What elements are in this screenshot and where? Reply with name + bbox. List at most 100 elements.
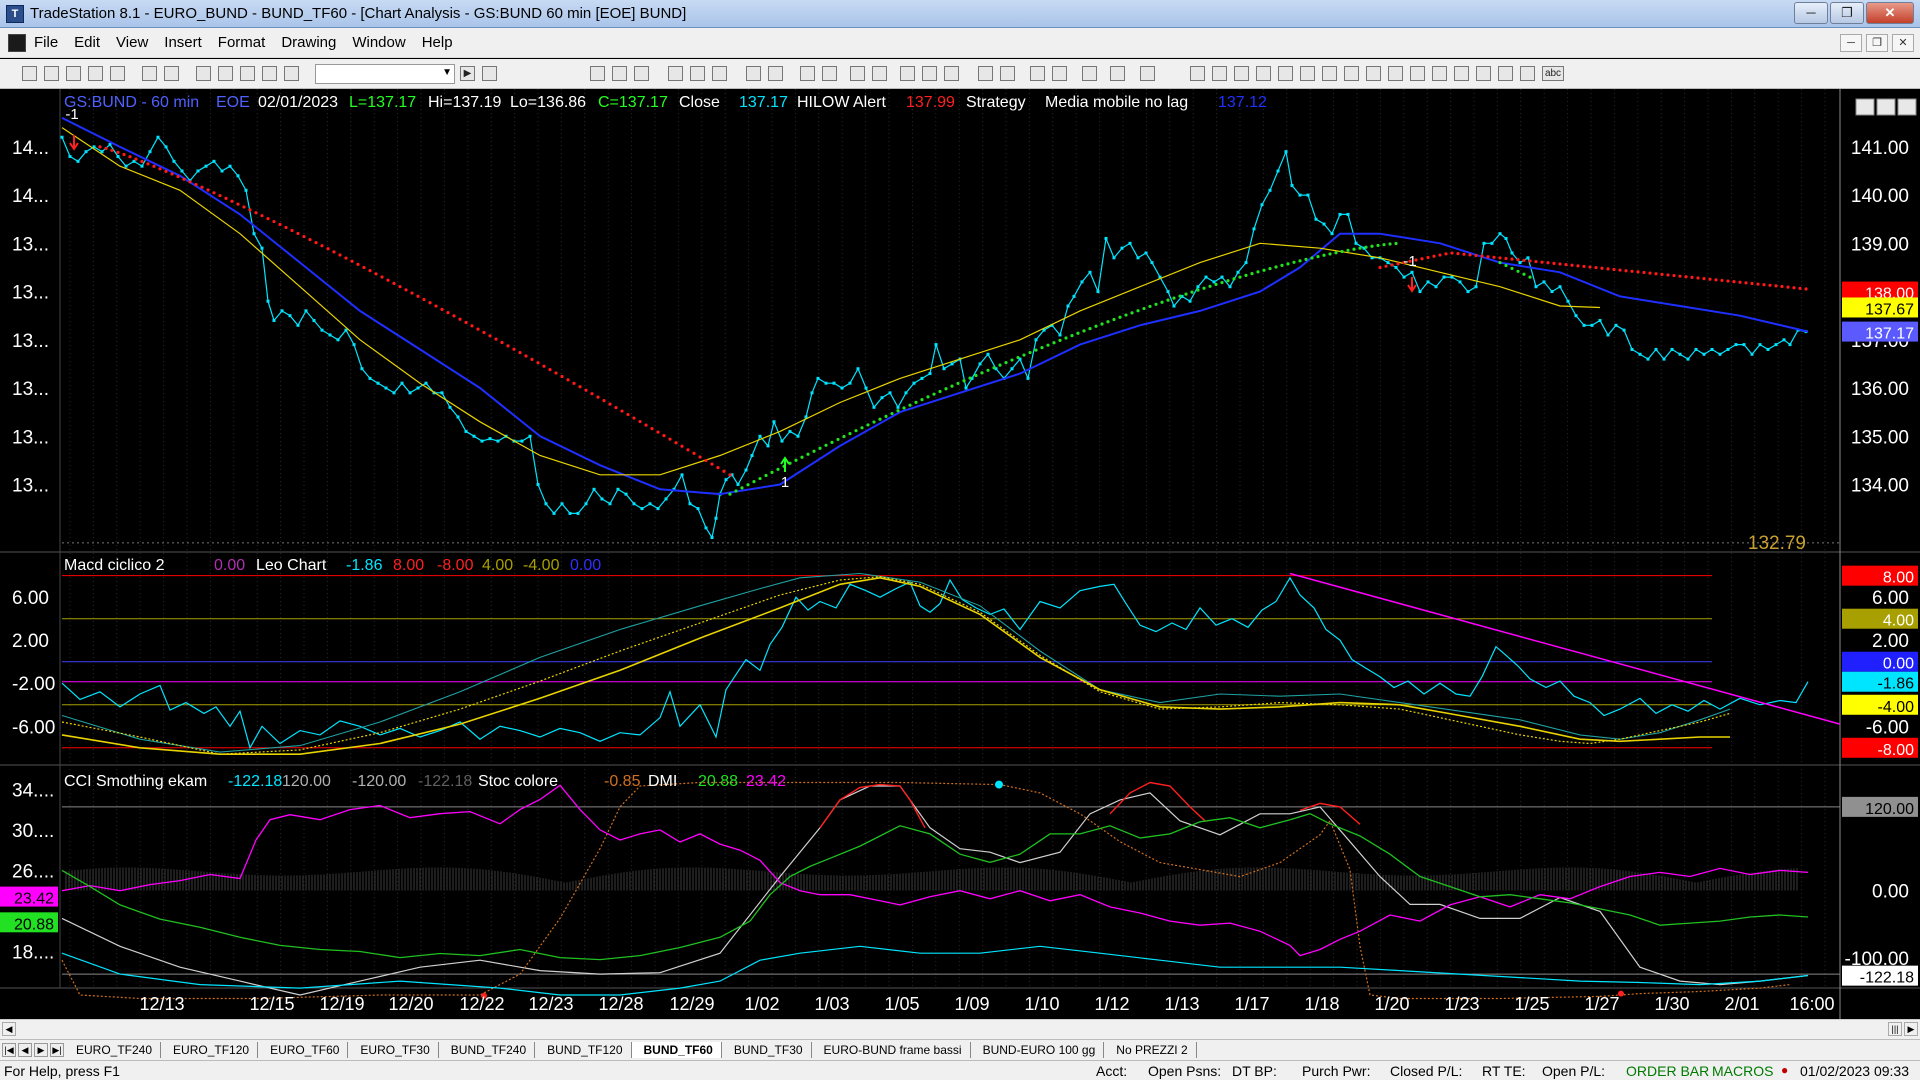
order-icon[interactable] [746, 66, 761, 81]
mdi-close-button[interactable]: ✕ [1892, 34, 1914, 52]
cart-icon[interactable] [262, 66, 277, 81]
macd-value-5: 4.00 [482, 557, 513, 574]
tab-bund-euro-100[interactable]: BUND-EURO 100 gg [971, 1042, 1105, 1058]
zoom-out-icon[interactable] [1000, 66, 1015, 81]
tab-last-icon[interactable]: ▶| [50, 1043, 64, 1057]
arrow-up-icon[interactable] [1476, 66, 1491, 81]
menu-drawing[interactable]: Drawing [281, 34, 337, 51]
scroll-right-icon[interactable]: ▶ [1904, 1022, 1918, 1036]
radar-icon[interactable] [612, 66, 627, 81]
window-icon[interactable] [196, 66, 211, 81]
tab-euro-tf60[interactable]: EURO_TF60 [258, 1042, 349, 1058]
menu-help[interactable]: Help [421, 34, 453, 51]
print-icon[interactable] [142, 66, 157, 81]
arrow-down-icon[interactable] [1454, 66, 1469, 81]
minimize-button[interactable]: ─ [1794, 2, 1828, 24]
matrix-icon[interactable] [690, 66, 705, 81]
news-icon[interactable] [822, 66, 837, 81]
scroll-left-icon[interactable]: ◀ [2, 1022, 16, 1036]
arrows-icon[interactable] [1300, 66, 1315, 81]
tab-euro-tf240[interactable]: EURO_TF240 [64, 1042, 162, 1058]
bars-icon[interactable] [900, 66, 915, 81]
maximize-button[interactable]: ❐ [1830, 2, 1864, 24]
options-icon[interactable] [712, 66, 727, 81]
tab-bund-tf60[interactable]: BUND_TF60 [631, 1042, 722, 1058]
fib-icon[interactable] [1234, 66, 1249, 81]
andrews-icon[interactable] [1278, 66, 1293, 81]
price-bar [544, 502, 548, 506]
trendline-icon[interactable] [1190, 66, 1205, 81]
hline-icon[interactable] [1212, 66, 1227, 81]
tradestation-icon: T [6, 4, 24, 23]
chart-analysis-icon[interactable] [590, 66, 605, 81]
tab-next-icon[interactable]: ▶ [34, 1043, 48, 1057]
bar-icon[interactable] [850, 66, 865, 81]
channel-icon[interactable] [1256, 66, 1271, 81]
hl-icon[interactable] [872, 66, 887, 81]
format-icon[interactable] [1140, 66, 1155, 81]
price-bar [1710, 347, 1714, 351]
tab-bund-tf240[interactable]: BUND_TF240 [439, 1042, 536, 1058]
symbol-combo[interactable]: ▼ [315, 64, 455, 84]
play-icon[interactable]: ▶ [460, 66, 475, 81]
tab-prev-icon[interactable]: ◀ [18, 1043, 32, 1057]
window-2-icon[interactable] [218, 66, 233, 81]
save-workspace-icon[interactable] [110, 66, 125, 81]
tab-no-prezzi[interactable]: No PREZZI 2 [1104, 1042, 1197, 1058]
circle-icon[interactable] [1498, 66, 1513, 81]
chart-area[interactable]: -1 1 -1 12/13 12/15 12/19 12/20 12/22 12/23 12/2… [0, 89, 1920, 1020]
curve-icon[interactable] [1388, 66, 1403, 81]
alert-icon[interactable] [800, 66, 815, 81]
crosshair-icon[interactable] [1082, 66, 1097, 81]
freehand-icon[interactable] [1432, 66, 1447, 81]
line-icon[interactable] [1410, 66, 1425, 81]
lock-icon[interactable] [240, 66, 255, 81]
mdi-restore-button[interactable]: ❐ [1866, 34, 1888, 52]
open-icon[interactable] [44, 66, 59, 81]
snap-icon[interactable] [1110, 66, 1125, 81]
order-bar-button[interactable]: ORDER BAR [1626, 1063, 1710, 1079]
price-bar [1314, 217, 1318, 221]
menu-edit[interactable]: Edit [74, 34, 101, 51]
parallel-icon[interactable] [1322, 66, 1337, 81]
tab-bund-tf120[interactable]: BUND_TF120 [535, 1042, 632, 1058]
tab-euro-tf30[interactable]: EURO_TF30 [348, 1042, 439, 1058]
macros-button[interactable]: MACROS [1712, 1063, 1774, 1079]
scanner-icon[interactable] [668, 66, 683, 81]
new-icon[interactable] [22, 66, 37, 81]
gann-icon[interactable] [1344, 66, 1359, 81]
menu-file[interactable]: File [34, 34, 59, 51]
hilow-red-dot [206, 188, 210, 192]
workspace-icon[interactable] [66, 66, 81, 81]
close-button[interactable]: ✕ [1866, 2, 1914, 24]
scroll-thumb[interactable]: ||| [1888, 1022, 1902, 1036]
menu-insert[interactable]: Insert [164, 34, 202, 51]
open-workspace-icon[interactable] [88, 66, 103, 81]
zoom-in-icon[interactable] [978, 66, 993, 81]
depth-icon[interactable] [944, 66, 959, 81]
price-bar [912, 381, 916, 385]
data-window-icon[interactable] [1052, 66, 1067, 81]
text-icon[interactable]: abc [1542, 66, 1564, 81]
chart-svg[interactable]: -1 1 -1 12/13 12/15 12/19 12/20 12/22 12/23 12/2… [0, 89, 1920, 1020]
tab-euro-bund-frame[interactable]: EURO-BUND frame bassi [812, 1042, 971, 1058]
menu-window[interactable]: Window [352, 34, 406, 51]
document-icon[interactable] [8, 33, 26, 52]
tab-bund-tf30[interactable]: BUND_TF30 [722, 1042, 812, 1058]
menu-format[interactable]: Format [217, 34, 266, 51]
table-icon[interactable] [634, 66, 649, 81]
menu-view[interactable]: View [116, 34, 149, 51]
print-preview-icon[interactable] [164, 66, 179, 81]
hilow-green-dot [932, 392, 936, 396]
candles-icon[interactable] [922, 66, 937, 81]
tab-first-icon[interactable]: |◀ [2, 1043, 16, 1057]
horizontal-scrollbar[interactable]: ◀ ||| ▶ [0, 1019, 1920, 1039]
tab-euro-tf120[interactable]: EURO_TF120 [161, 1042, 259, 1058]
pointer-icon[interactable] [1030, 66, 1045, 81]
globe-icon[interactable] [284, 66, 299, 81]
mdi-minimize-button[interactable]: ─ [1840, 34, 1862, 52]
find-icon[interactable] [482, 66, 497, 81]
arc-icon[interactable] [1366, 66, 1381, 81]
order-bar-icon[interactable] [768, 66, 783, 81]
rectangle-icon[interactable] [1520, 66, 1535, 81]
